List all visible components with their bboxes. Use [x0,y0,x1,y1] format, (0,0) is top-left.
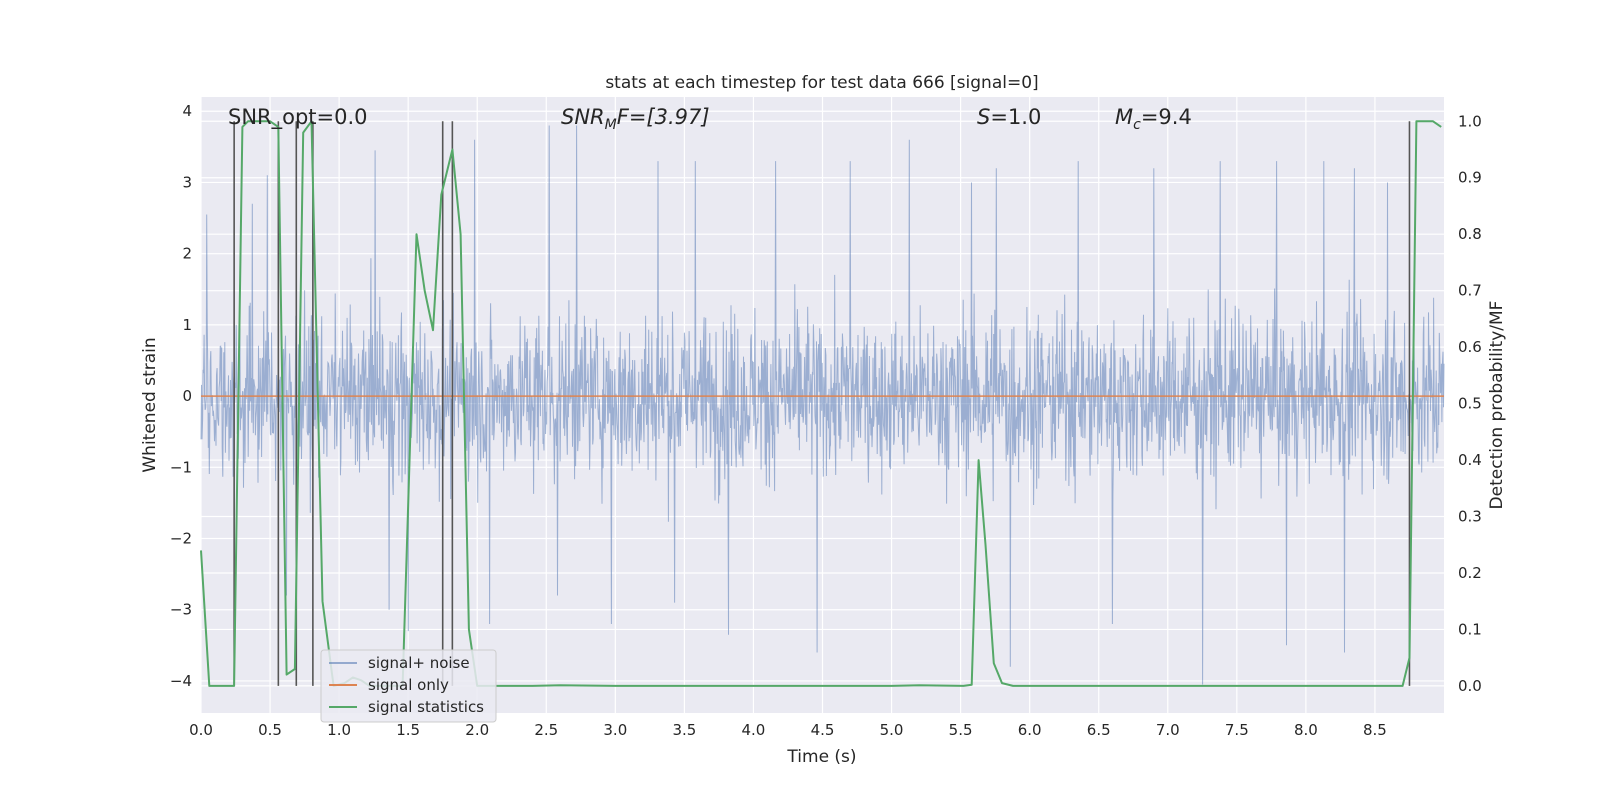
mc-symbol: M [1115,105,1133,129]
annotation-s: S=1.0 [977,105,1041,129]
mc-value: =9.4 [1141,105,1192,129]
x-tick-label: 5.5 [949,721,973,739]
y-axis-label: Whitened strain [140,337,160,472]
x-tick-label: 7.0 [1156,721,1180,739]
legend-label-noise: signal+ noise [368,654,470,672]
snr-mf-subscript: M [605,117,617,133]
x-tick-label: 4.0 [742,721,766,739]
x-tick-label: 5.0 [880,721,904,739]
x-tick-label: 8.0 [1294,721,1318,739]
annotation-mc: Mc=9.4 [1115,105,1192,133]
y-tick-label: −1 [170,458,192,476]
chart-title: stats at each timestep for test data 666… [605,73,1038,93]
y-tick-label: 1 [182,316,192,334]
y-axis-ticks: −4 −3 −2 −1 0 1 2 3 4 [170,102,192,690]
series-signal-statistics [200,120,1442,687]
mc-subscript: c [1133,117,1141,133]
s-value: =1.0 [990,105,1041,129]
y-tick-label: 0 [182,387,192,405]
y2-tick-label: 0.3 [1458,508,1482,526]
s-symbol: S [977,105,990,129]
x-tick-label: 3.5 [672,721,696,739]
y2-tick-label: 0.0 [1458,677,1482,695]
y-tick-label: −4 [170,672,192,690]
y-tick-label: 2 [182,245,192,263]
x-tick-label: 2.0 [465,721,489,739]
y2-axis-ticks: 0.0 0.1 0.2 0.3 0.4 0.5 0.6 0.7 0.8 0.9 1.0 [1458,112,1482,695]
x-tick-label: 6.5 [1087,721,1111,739]
legend: signal+ noise signal only signal statist… [320,649,497,723]
y2-tick-label: 1.0 [1458,112,1482,130]
snr-mf-symbol: SNR [561,105,605,129]
series-signal-noise [200,125,1445,685]
y2-tick-label: 0.1 [1458,620,1482,638]
y2-axis-label: Detection probability/MF [1487,301,1507,510]
y2-tick-label: 0.6 [1458,338,1482,356]
y-tick-label: −3 [170,601,192,619]
snr-mf-value: F=[3.97] [617,105,710,129]
x-tick-label: 2.5 [534,721,558,739]
y2-tick-label: 0.8 [1458,225,1482,243]
x-tick-label: 0.0 [189,721,213,739]
x-tick-label: 6.0 [1018,721,1042,739]
legend-label-signal: signal only [368,676,449,694]
y2-tick-label: 0.9 [1458,169,1482,187]
y-tick-label: 4 [182,102,192,120]
x-tick-label: 1.5 [396,721,420,739]
legend-box [320,649,497,723]
y-tick-label: 3 [182,173,192,191]
x-tick-label: 3.0 [603,721,627,739]
y2-tick-label: 0.2 [1458,564,1482,582]
annotation-snr-opt: SNR_opt=0.0 [228,105,368,130]
legend-label-stats: signal statistics [368,698,484,716]
y2-tick-label: 0.5 [1458,395,1482,413]
noise-line [200,125,1445,685]
x-axis-ticks: 0.0 0.5 1.0 1.5 2.0 2.5 3.0 3.5 4.0 4.5 5.0 5.5 6.0 6… [189,721,1387,739]
x-axis-label: Time (s) [786,747,856,767]
x-tick-label: 0.5 [258,721,282,739]
annotation-snr-mf: SNRMF=[3.97] [561,105,710,133]
signal-statistics-line [200,120,1442,687]
y2-tick-label: 0.7 [1458,282,1482,300]
x-tick-label: 1.0 [327,721,351,739]
x-tick-label: 7.5 [1225,721,1249,739]
y-tick-label: −2 [170,530,192,548]
x-tick-label: 8.5 [1363,721,1387,739]
x-tick-label: 4.5 [811,721,835,739]
y2-tick-label: 0.4 [1458,451,1482,469]
